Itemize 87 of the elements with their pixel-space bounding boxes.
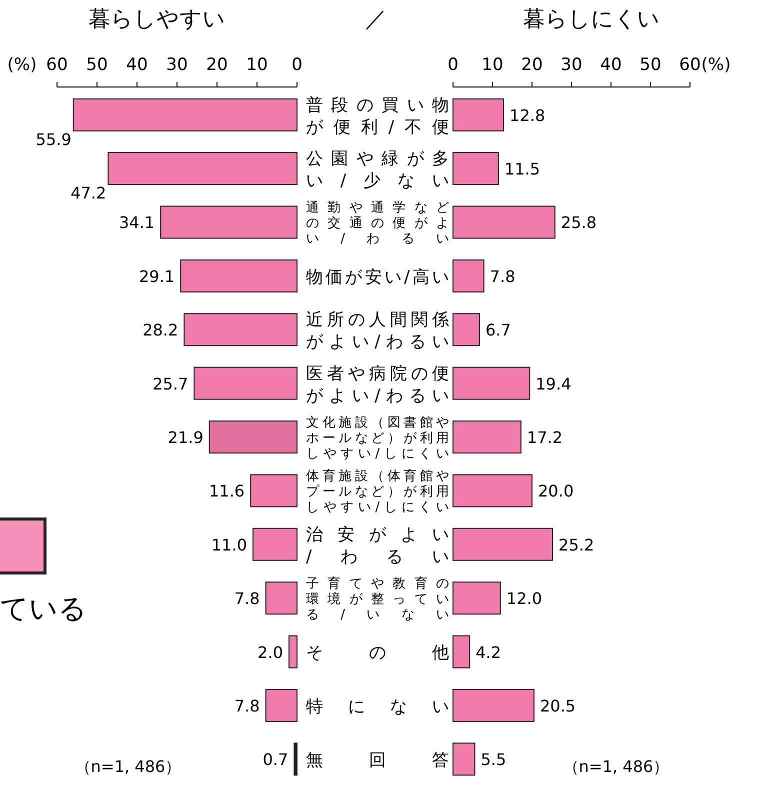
- x-tick-label: 30: [560, 55, 582, 75]
- x-tick-label: 50: [86, 55, 108, 75]
- x-tick-label: 0: [292, 55, 302, 75]
- data-label: 25.7: [152, 374, 188, 394]
- y-tick-label: 普段の買い物が便利/不便: [306, 95, 449, 138]
- x-tick-label: 10: [482, 55, 504, 75]
- text: ／: [365, 7, 387, 32]
- bar: [194, 366, 298, 400]
- data-label: 28.2: [142, 320, 178, 340]
- y-tick-label: 体育施設（体育館やプールなど）が利用しやすい/しにくい: [306, 468, 449, 516]
- y-tick-label: 子育てや教育の環境が整っている/いない: [306, 576, 449, 623]
- bar: [452, 206, 556, 239]
- x-tick-label: 20: [206, 55, 228, 75]
- bar: [452, 528, 554, 561]
- bar: [452, 152, 499, 186]
- bar: [265, 688, 298, 722]
- data-label: 7.8: [234, 696, 260, 716]
- data-label: 12.0: [506, 589, 542, 608]
- data-label: 11.5: [504, 160, 540, 179]
- bar: [208, 420, 298, 454]
- chart-title: 暮らしやすい: [88, 7, 226, 32]
- y-tick-label: 物価が安い/高い: [306, 267, 449, 288]
- bar: [452, 635, 470, 668]
- data-label: 17.2: [526, 428, 563, 447]
- data-label: 25.2: [558, 535, 594, 554]
- y-tick-label: その他: [306, 643, 449, 664]
- data-label: 29.1: [138, 266, 175, 286]
- x-tick-label: 50: [640, 55, 662, 75]
- data-label: 5.5: [480, 750, 506, 770]
- bar: [265, 582, 298, 615]
- y-tick-label: 無回答: [306, 750, 449, 771]
- bar: [72, 98, 298, 132]
- data-label: 55.9: [36, 130, 72, 149]
- data-label: 25.8: [560, 213, 597, 232]
- x-tick-label: 40: [600, 55, 622, 75]
- y-tick-label: 公園や緑が多い/少ない: [306, 149, 449, 191]
- bar: [288, 635, 298, 668]
- bar: [452, 474, 532, 508]
- bar: [160, 206, 298, 239]
- data-label: 34.1: [118, 213, 155, 232]
- x-tick-label: 10: [246, 55, 268, 75]
- data-label: 7.8: [234, 589, 260, 608]
- data-label: 4.2: [476, 642, 502, 662]
- annotation: （n=1, 486）: [562, 757, 670, 776]
- x-tick-label: 40: [126, 55, 148, 75]
- data-label: 11.6: [208, 482, 245, 501]
- y-tick-label: 近所の人間関係がよい/わるい: [306, 310, 449, 352]
- bar: [184, 313, 298, 346]
- bar: [452, 259, 484, 292]
- data-label: 6.7: [485, 320, 511, 340]
- bar: [452, 742, 476, 776]
- x-tick-label: 0: [448, 55, 458, 75]
- data-label: 0.7: [262, 750, 288, 770]
- y-tick-label: 文化施設（図書館やホールなど）が利用しやすい/しにくい: [306, 415, 449, 462]
- data-label: 20.5: [540, 696, 576, 716]
- bar: [294, 742, 298, 776]
- x-tick-label: 60: [679, 55, 701, 75]
- x-tick-label: 20: [521, 55, 543, 75]
- bar: [452, 420, 522, 454]
- chart-title: 暮らしにくい: [523, 7, 660, 32]
- data-label: 7.8: [490, 266, 516, 286]
- bar: [452, 366, 530, 400]
- data-label: 47.2: [70, 184, 106, 203]
- bar: [452, 313, 480, 346]
- data-label: 20.0: [538, 482, 574, 501]
- x-axis-title: (%): [701, 55, 731, 75]
- bar: [250, 474, 298, 508]
- bar: [180, 259, 298, 292]
- y-tick-label: 通勤や通学などの交通の便がよい/わるい: [306, 200, 449, 247]
- data-label: 2.0: [258, 642, 283, 662]
- data-label: 11.0: [211, 535, 247, 554]
- bar: [108, 152, 298, 186]
- y-tick-label: 治安がよい/わるい: [306, 524, 449, 567]
- bar: [452, 98, 504, 132]
- y-tick-label: 医者や病院の便がよい/わるい: [306, 364, 449, 406]
- y-tick-label: 特にない: [306, 696, 449, 717]
- data-label: 21.9: [168, 428, 204, 447]
- data-label: 12.8: [510, 106, 546, 125]
- annotation: ている: [0, 592, 87, 625]
- x-tick-label: 60: [46, 55, 68, 75]
- x-tick-label: 30: [166, 55, 188, 75]
- data-label: 19.4: [536, 374, 572, 394]
- bar: [452, 688, 534, 722]
- bar: [252, 528, 298, 561]
- x-axis-title: (%): [7, 55, 37, 75]
- bar: [452, 582, 501, 615]
- annotation: （n=1, 486）: [74, 757, 182, 776]
